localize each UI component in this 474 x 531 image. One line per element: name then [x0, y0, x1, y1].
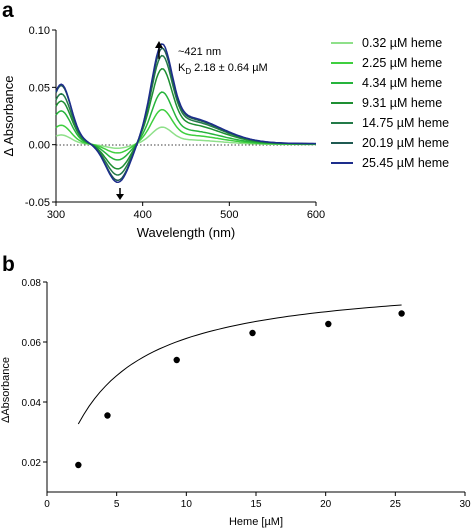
- panel-a-y-tick-label: 0.00: [29, 140, 50, 152]
- legend-label-2: 2.25 µM heme: [362, 56, 442, 70]
- panel-b-x-tick-label: 25: [390, 499, 402, 510]
- panel-b-y-tick-label: 0.08: [22, 278, 42, 289]
- panel-b-y-tick-label: 0.02: [22, 458, 42, 469]
- panel-a-y-axis-title: Δ Absorbance: [1, 76, 16, 157]
- legend-label-7: 25.45 µM heme: [362, 156, 449, 170]
- panel-b-fit-curve: [77, 304, 402, 425]
- legend-label-4: 9.31 µM heme: [362, 96, 442, 110]
- panel-a-letter: a: [2, 0, 14, 22]
- panel-b-x-tick-label: 20: [320, 499, 332, 510]
- kd-annotation: KD 2.18 ± 0.64 µM: [178, 62, 268, 76]
- data-point-5: [325, 320, 332, 328]
- panel-b-x-tick-label: 0: [44, 499, 50, 510]
- data-point-3: [173, 356, 180, 364]
- panel-b-x-tick-label: 15: [250, 499, 262, 510]
- panel-b-letter: b: [2, 253, 15, 276]
- trough-down-arrow: [116, 188, 124, 200]
- spectrum-line-7: [55, 43, 316, 184]
- data-point-2: [104, 412, 111, 419]
- data-point-1: [75, 461, 82, 469]
- panel-a-y-tick-label: -0.05: [25, 197, 50, 209]
- legend-label-6: 20.19 µM heme: [362, 136, 449, 150]
- legend-label-5: 14.75 µM heme: [362, 116, 449, 130]
- panel-b-x-tick-label: 30: [459, 499, 471, 510]
- panel-a-x-tick-label: 400: [133, 209, 151, 221]
- legend-label-1: 0.32 µM heme: [362, 36, 442, 50]
- panel-a-y-tick-label: 0.05: [29, 82, 50, 94]
- data-point-6: [398, 310, 405, 317]
- panel-a-x-axis-title: Wavelength (nm): [137, 225, 236, 240]
- panel-a-x-tick-label: 500: [220, 209, 238, 221]
- peak-wavelength-annotation: ~421 nm: [178, 46, 221, 58]
- data-point-4: [249, 329, 256, 337]
- panel-a-legend: 0.32 µM heme 2.25 µM heme 4.34 µM heme 9.31…: [331, 36, 449, 170]
- panel-b-y-tick-label: 0.04: [22, 398, 42, 409]
- panel-b-x-tick-label: 10: [181, 499, 193, 510]
- panel-b-y-axis-title: ΔAbsorbance: [0, 357, 12, 423]
- panel-b-x-tick-label: 5: [114, 499, 120, 510]
- panel-b-x-axis-title: Heme [µM]: [229, 516, 283, 528]
- panel-a-x-tick-label: 300: [47, 209, 65, 221]
- panel-a-y-tick-label: 0.10: [29, 25, 50, 37]
- legend-label-3: 4.34 µM heme: [362, 76, 442, 90]
- spectrum-line-4: [55, 68, 316, 170]
- panel-a-x-tick-label: 600: [307, 209, 325, 221]
- panel-b-y-tick-label: 0.06: [22, 338, 42, 349]
- spectrum-line-3: [55, 91, 316, 161]
- peak-up-arrow: [155, 41, 163, 59]
